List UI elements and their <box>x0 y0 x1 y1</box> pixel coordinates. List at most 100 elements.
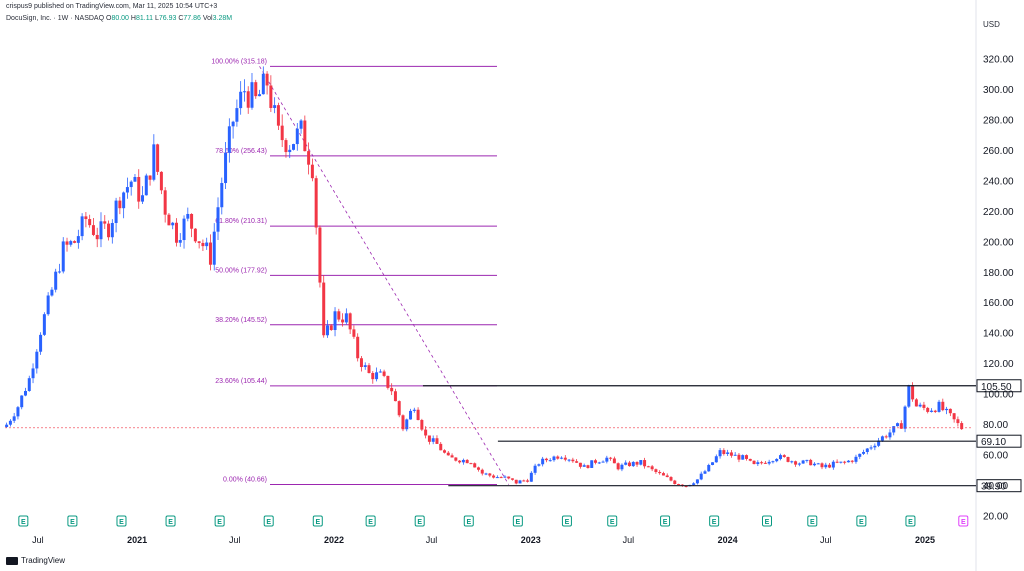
earnings-marker-label: E <box>961 519 966 526</box>
earnings-marker-label: E <box>266 519 271 526</box>
ohlc-high: H81.11 <box>130 15 153 22</box>
candle-body <box>61 241 65 272</box>
price-axis[interactable]: 320.00 300.00 280.00 260.00 240.00 220.00 200.… <box>983 55 1014 523</box>
price-tick-label: 140.00 <box>983 329 1014 340</box>
candle-body <box>745 455 749 459</box>
candle-body <box>375 372 379 380</box>
time-tick-label: 2025 <box>915 535 935 545</box>
fib-level-label: 78.60% (256.43) <box>215 148 267 155</box>
candle-body <box>563 457 567 460</box>
horizontal-levels[interactable]: 105.50 69.10 39.90 <box>422 379 1022 493</box>
candle-body <box>390 387 394 392</box>
candle-body <box>8 420 12 425</box>
candle-body <box>692 483 696 485</box>
candle-body <box>533 465 537 473</box>
candle-body <box>246 91 250 108</box>
ohlc-close: C77.86 <box>178 15 201 22</box>
candle-body <box>733 454 737 456</box>
earnings-marker <box>709 515 720 527</box>
earnings-marker-label: E <box>765 519 770 526</box>
candle-body <box>5 424 9 428</box>
candle-body <box>956 419 960 424</box>
candle-body <box>654 469 658 473</box>
candle-body <box>714 456 718 463</box>
candle-body <box>850 460 854 462</box>
candle-body <box>514 479 518 484</box>
candle-body <box>258 94 262 97</box>
candle-body <box>450 455 454 458</box>
candle-body <box>73 241 77 243</box>
candle-body <box>288 149 292 153</box>
candle-body <box>156 144 160 172</box>
earnings-marker <box>761 515 772 527</box>
candle-body <box>775 458 779 462</box>
candle-body <box>541 458 545 465</box>
candle-body <box>741 455 745 460</box>
earnings-marker <box>463 515 474 527</box>
candle-body <box>635 461 639 465</box>
time-axis[interactable]: Jul 2021 Jul 2022 Jul 2023 Jul 2024 Jul 2025 <box>32 535 935 545</box>
candle-body <box>522 480 526 482</box>
earnings-marker-label: E <box>368 519 373 526</box>
candle-body <box>669 477 673 481</box>
candle-body <box>499 477 503 479</box>
publisher-line: crispus9 published on TradingView.com, M… <box>6 3 218 10</box>
earnings-marker-label: E <box>610 519 615 526</box>
candle-body <box>926 407 930 412</box>
level-price-label: 69.10 <box>981 437 1006 448</box>
candle-body <box>699 473 703 480</box>
candle-body <box>473 463 477 468</box>
candle-body <box>722 450 726 454</box>
candle-body <box>341 319 345 323</box>
candle-body <box>329 325 333 331</box>
time-tick-label: Jul <box>820 535 832 545</box>
candle-body <box>254 82 258 97</box>
earnings-marker <box>856 515 867 527</box>
candle-body <box>518 480 522 484</box>
candle-body <box>50 289 54 296</box>
price-tick-label: 120.00 <box>983 359 1014 370</box>
candle-body <box>752 460 756 465</box>
candle-body <box>141 195 145 202</box>
candle-body <box>435 438 439 444</box>
candle-body <box>163 190 167 215</box>
candle-body <box>888 432 892 438</box>
candle-body <box>454 457 458 461</box>
earnings-marker-label: E <box>663 519 668 526</box>
candle-body <box>862 451 866 454</box>
candle-body <box>488 473 492 476</box>
candle-body <box>310 164 314 179</box>
candle-body <box>646 466 650 468</box>
earnings-marker-label: E <box>565 519 570 526</box>
candle-body <box>88 219 92 226</box>
candle-body <box>560 457 564 459</box>
candle-body <box>552 456 556 461</box>
candle-body <box>839 461 843 463</box>
earnings-marker <box>561 515 572 527</box>
earnings-marker <box>312 515 323 527</box>
candle-body <box>812 463 816 466</box>
candle-body <box>631 461 635 467</box>
candle-body <box>918 404 922 407</box>
fibonacci-retracement[interactable]: 100.00% (315.18) 78.60% (256.43) 61.80% (2… <box>211 58 497 486</box>
ohlc-open: O80.00 <box>105 15 129 22</box>
candle-body <box>911 385 915 400</box>
candle-body <box>767 461 771 464</box>
candle-body <box>193 228 197 242</box>
candle-body <box>65 241 69 245</box>
candle-body <box>695 479 699 484</box>
earnings-marker-label: E <box>217 519 222 526</box>
candle-body <box>276 105 280 126</box>
candle-body <box>484 473 488 475</box>
candle-body <box>846 460 850 463</box>
candle-body <box>371 373 375 380</box>
earnings-marker <box>414 515 425 527</box>
candle-body <box>110 222 114 238</box>
time-tick-label: 2022 <box>324 535 344 545</box>
earnings-marker <box>958 515 969 527</box>
candle-body <box>510 478 514 480</box>
candle-body <box>227 126 231 153</box>
price-tick-label: 40.00 <box>983 481 1008 492</box>
candle-body <box>197 241 201 243</box>
